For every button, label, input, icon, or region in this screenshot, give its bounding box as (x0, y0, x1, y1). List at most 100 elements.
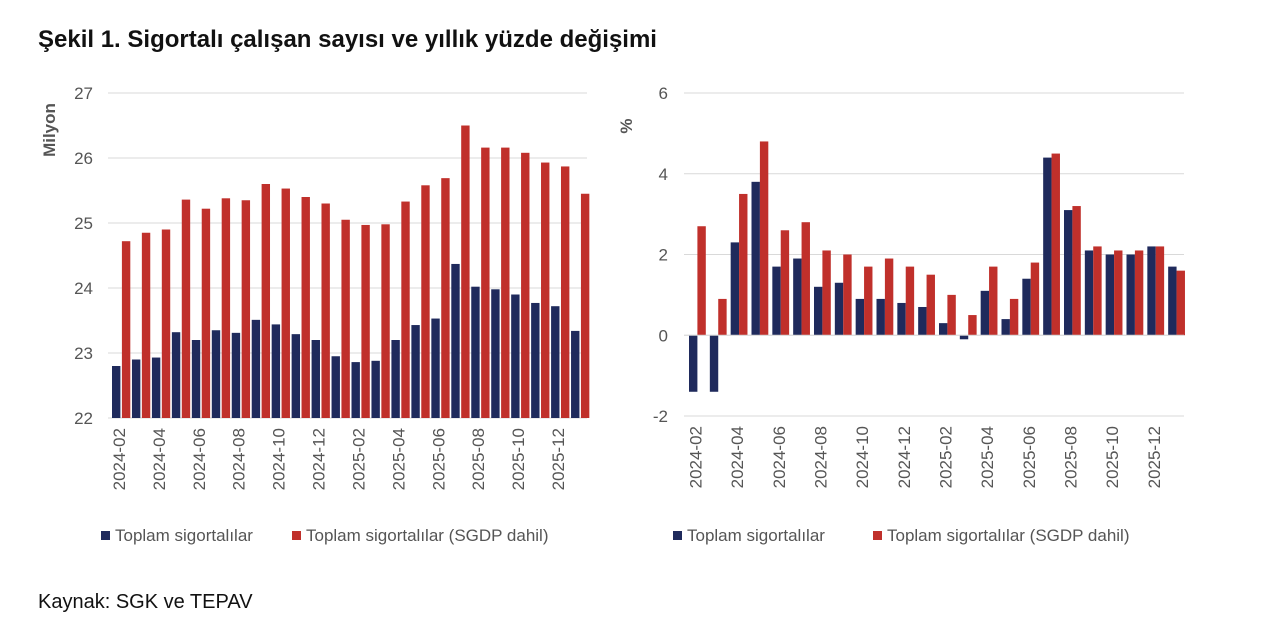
legend: Toplam sigortalılar Toplam sigortalılar (… (673, 526, 1130, 545)
bar-sgdp-2025-11 (541, 162, 550, 418)
x-tick-label: 2025-06 (1020, 426, 1039, 488)
bar-sgdp-2025-07 (1051, 153, 1060, 336)
figure-title: Şekil 1. Sigortalı çalışan sayısı ve yıl… (38, 26, 657, 53)
x-tick-label: 2025-04 (978, 426, 997, 488)
x-tick-label: 2024-10 (270, 428, 289, 490)
legend-swatch-2 (292, 531, 301, 540)
bar-sgdp-2025-12 (1155, 246, 1165, 336)
bar-toplam-2024-09 (834, 282, 844, 336)
bar-sgdp-2025-01 (341, 219, 350, 418)
bar-sgdp-2025-03 (381, 224, 390, 418)
bar-sgdp-2024-04 (161, 229, 171, 418)
legend-label-2: Toplam sigortalılar (SGDP dahil) (306, 526, 549, 545)
bar-sgdp-2025-05 (1009, 298, 1019, 336)
y-axis-label: % (617, 118, 636, 133)
bar-sgdp-2025-12 (560, 166, 570, 418)
x-tick-label: 2025-06 (429, 428, 448, 490)
legend-swatch-1 (673, 531, 682, 540)
bar-sgdp-2025-02 (947, 294, 956, 336)
bar-sgdp-2025-04 (989, 266, 998, 336)
x-tick-label: 2024-08 (230, 428, 249, 490)
bar-sgdp-2024-09 (261, 184, 271, 418)
bar-sgdp-2024-06 (201, 208, 211, 418)
x-tick-label: 2024-08 (811, 426, 830, 488)
bar-sgdp-2024-02 (121, 241, 131, 418)
bar-sgdp-2025-03 (968, 315, 977, 336)
y-tick-label: 22 (74, 409, 93, 428)
bar-sgdp-2024-10 (864, 266, 873, 336)
bar-sgdp-2024-08 (241, 200, 251, 418)
bar-sgdp-2025-02 (361, 224, 370, 418)
bar-sgdp-2025-10 (521, 152, 530, 419)
bar-toplam-2025-02 (939, 323, 948, 336)
bar-toplam-2024-06 (191, 340, 201, 418)
bar-toplam-2025-03 (959, 335, 969, 340)
y-tick-label: 27 (74, 84, 93, 103)
legend-label-2: Toplam sigortalılar (SGDP dahil) (887, 526, 1130, 545)
bar-sgdp-2024-11 (884, 258, 894, 336)
y-tick-label: 26 (74, 149, 93, 168)
bar-sgdp-2024-09 (843, 254, 852, 336)
bar-sgdp-2024-08 (822, 250, 831, 336)
legend-swatch-2 (873, 531, 882, 540)
bar-toplam-2025-07 (1043, 157, 1052, 336)
bar-toplam-2025-07 (451, 263, 460, 418)
bar-sgdp-2024-04 (739, 193, 748, 336)
bar-toplam-2026-01 (1168, 266, 1177, 336)
x-tick-label: 2025-12 (1145, 426, 1164, 488)
x-tick-label: 2024-10 (853, 426, 872, 488)
x-tick-label: 2024-06 (190, 428, 209, 490)
bar-toplam-2025-08 (471, 286, 480, 418)
bar-toplam-2024-07 (793, 258, 802, 336)
bar-toplam-2025-09 (491, 289, 500, 418)
bar-toplam-2025-12 (551, 306, 560, 418)
bar-sgdp-2024-03 (718, 298, 727, 336)
bar-sgdp-2026-01 (580, 193, 590, 418)
x-tick-label: 2024-06 (770, 426, 789, 488)
bar-sgdp-2024-07 (221, 198, 231, 418)
x-tick-label: 2025-02 (936, 426, 955, 488)
chart-1: 22 23 24 25 26 27 Milyon 2024-02 2024-04 2024-06 2… (40, 84, 590, 545)
bar-sgdp-2025-09 (1093, 246, 1102, 336)
bar-toplam-2024-03 (131, 359, 141, 418)
bar-toplam-2024-02 (689, 335, 698, 392)
source-note: Kaynak: SGK ve TEPAV (38, 591, 253, 613)
bar-toplam-2024-02 (112, 366, 121, 418)
bar-toplam-2024-04 (730, 242, 740, 336)
bar-toplam-2025-03 (371, 360, 380, 418)
bar-sgdp-2024-07 (801, 222, 810, 336)
x-tick-label: 2024-02 (110, 428, 129, 490)
bar-toplam-2024-11 (876, 298, 885, 336)
y-axis-label: Milyon (40, 103, 59, 157)
legend-label-1: Toplam sigortalılar (687, 526, 825, 545)
bar-toplam-2025-10 (511, 294, 520, 418)
bar-toplam-2024-12 (311, 340, 320, 418)
x-tick-label: 2024-04 (728, 426, 747, 488)
bar-toplam-2025-06 (1022, 278, 1031, 336)
x-tick-label: 2024-04 (150, 428, 169, 490)
x-tick-label: 2025-10 (509, 428, 528, 490)
bar-toplam-2024-07 (211, 330, 221, 418)
bar-toplam-2025-09 (1084, 250, 1094, 336)
legend: Toplam sigortalılar Toplam sigortalılar (… (101, 526, 549, 545)
bar-toplam-2024-05 (751, 181, 760, 336)
bar-toplam-2024-12 (897, 302, 906, 336)
bar-sgdp-2024-12 (321, 203, 330, 418)
bar-toplam-2024-10 (271, 324, 281, 418)
bar-toplam-2024-05 (171, 332, 181, 418)
bar-toplam-2025-08 (1064, 210, 1073, 336)
x-tick-label: 2025-08 (1061, 426, 1080, 488)
x-tick-label: 2025-08 (469, 428, 488, 490)
bar-toplam-2025-01 (918, 306, 927, 336)
y-tick-label: 4 (659, 165, 668, 184)
bar-sgdp-2024-11 (301, 197, 310, 418)
bar-toplam-2024-06 (772, 266, 781, 336)
x-tick-label: 2025-04 (389, 428, 408, 490)
bar-sgdp-2025-06 (1030, 262, 1040, 336)
bar-toplam-2025-06 (431, 318, 440, 418)
bar-toplam-2025-11 (531, 302, 540, 418)
bar-toplam-2025-05 (1001, 319, 1010, 336)
bar-sgdp-2024-03 (141, 232, 151, 418)
bar-toplam-2024-09 (251, 319, 261, 418)
bar-toplam-2026-01 (571, 330, 580, 418)
